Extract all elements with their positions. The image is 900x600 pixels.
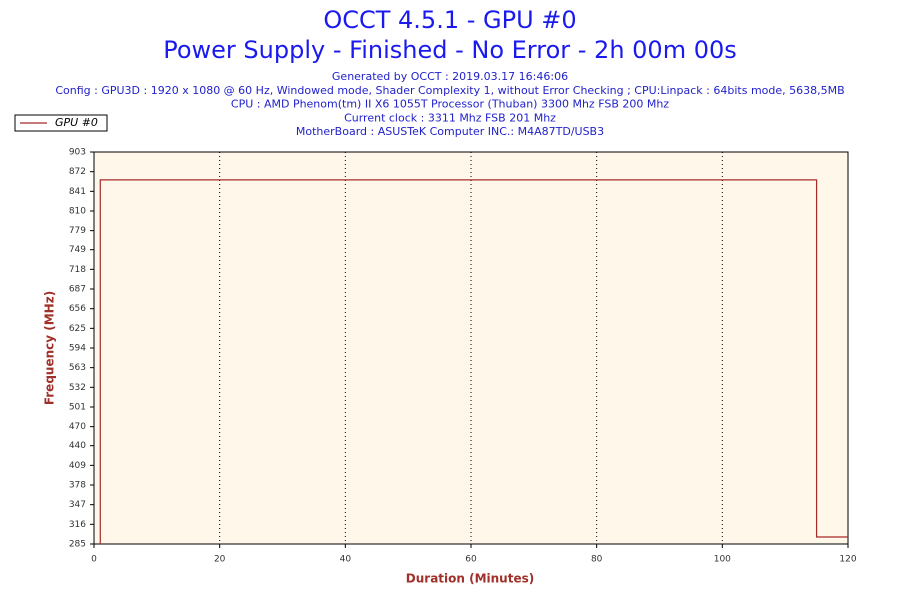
y-tick-label: 347 (69, 500, 86, 510)
x-tick-label: 40 (340, 555, 352, 565)
y-tick-label: 687 (69, 285, 86, 295)
y-tick-label: 841 (69, 187, 86, 197)
x-tick-label: 20 (214, 555, 226, 565)
y-tick-label: 594 (69, 344, 86, 354)
y-tick-label: 285 (69, 540, 86, 550)
y-tick-label: 625 (69, 324, 86, 334)
info-line: Generated by OCCT : 2019.03.17 16:46:06 (332, 70, 568, 83)
series-line (99, 179, 848, 544)
y-tick-label: 440 (69, 441, 86, 451)
info-line: Current clock : 3311 Mhz FSB 201 Mhz (344, 111, 556, 124)
y-tick-label: 872 (69, 167, 86, 177)
y-tick-label: 563 (69, 363, 86, 373)
x-tick-label: 100 (714, 555, 731, 565)
y-tick-label: 779 (69, 226, 86, 236)
y-tick-label: 810 (69, 206, 86, 216)
legend-label: GPU #0 (55, 116, 98, 129)
info-line: Config : GPU3D : 1920 x 1080 @ 60 Hz, Wi… (55, 84, 844, 97)
x-tick-label: 80 (591, 555, 603, 565)
y-tick-label: 378 (69, 481, 86, 491)
y-tick-label: 532 (69, 383, 86, 393)
y-axis-label: Frequency (MHz) (43, 291, 57, 405)
info-line: MotherBoard : ASUSTeK Computer INC.: M4A… (296, 125, 604, 138)
chart-title: OCCT 4.5.1 - GPU #0 (323, 6, 576, 34)
x-tick-label: 0 (91, 555, 97, 565)
y-tick-label: 718 (69, 265, 86, 275)
x-tick-label: 60 (465, 555, 477, 565)
chart-subtitle: Power Supply - Finished - No Error - 2h … (163, 36, 737, 64)
y-tick-label: 501 (69, 402, 86, 412)
info-line: CPU : AMD Phenom(tm) II X6 1055T Process… (231, 98, 669, 111)
y-tick-label: 903 (69, 148, 86, 158)
x-axis-label: Duration (Minutes) (406, 572, 534, 586)
x-tick-label: 120 (839, 555, 856, 565)
y-tick-label: 409 (69, 461, 86, 471)
y-tick-label: 316 (69, 520, 86, 530)
y-tick-label: 470 (69, 422, 86, 432)
y-tick-label: 749 (69, 245, 86, 255)
legend-box (14, 114, 108, 132)
y-tick-label: 656 (69, 304, 86, 314)
